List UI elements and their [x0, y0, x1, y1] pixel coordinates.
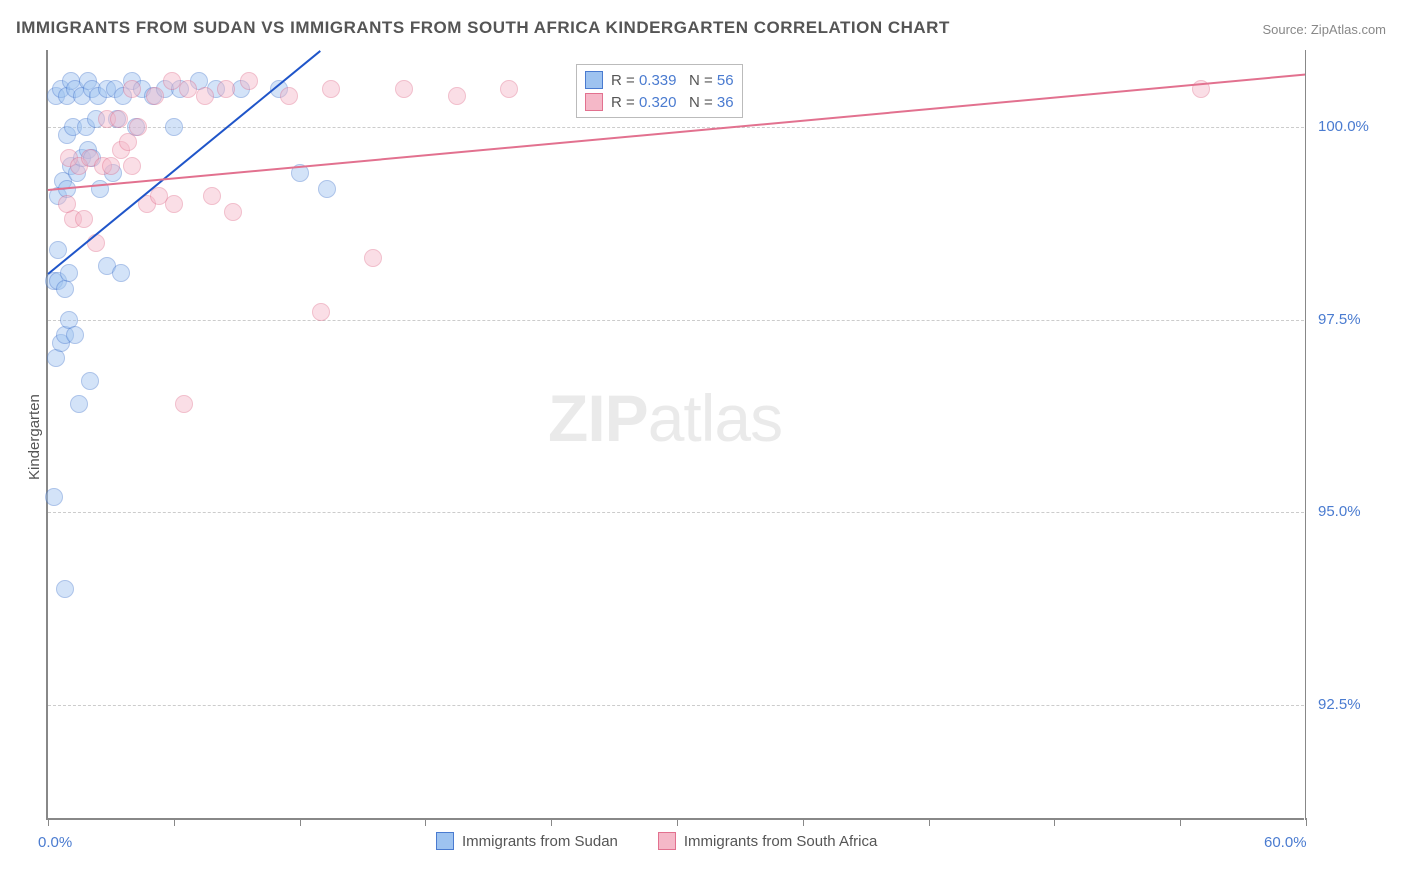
data-point — [70, 395, 88, 413]
data-point — [165, 195, 183, 213]
legend-item: Immigrants from South Africa — [658, 832, 877, 850]
x-tick — [48, 818, 49, 826]
data-point — [146, 87, 164, 105]
legend-item: Immigrants from Sudan — [436, 832, 618, 850]
y-tick-label: 100.0% — [1318, 118, 1369, 135]
data-point — [66, 326, 84, 344]
x-tick — [1054, 818, 1055, 826]
data-point — [448, 87, 466, 105]
data-point — [364, 249, 382, 267]
chart-title: IMMIGRANTS FROM SUDAN VS IMMIGRANTS FROM… — [16, 18, 950, 38]
data-point — [87, 234, 105, 252]
data-point — [110, 110, 128, 128]
x-tick — [174, 818, 175, 826]
x-tick — [1306, 818, 1307, 826]
x-tick-label: 0.0% — [38, 834, 72, 851]
data-point — [280, 87, 298, 105]
data-point — [196, 87, 214, 105]
legend-label: Immigrants from Sudan — [462, 833, 618, 850]
data-point — [47, 349, 65, 367]
x-tick — [300, 818, 301, 826]
data-point — [123, 157, 141, 175]
legend-swatch — [585, 71, 603, 89]
legend-stat: R = 0.339 N = 56 — [611, 72, 734, 89]
data-point — [112, 264, 130, 282]
gridline — [48, 512, 1304, 513]
data-point — [224, 203, 242, 221]
data-point — [179, 80, 197, 98]
y-tick-label: 92.5% — [1318, 696, 1361, 713]
data-point — [123, 80, 141, 98]
data-point — [163, 72, 181, 90]
x-tick — [425, 818, 426, 826]
data-point — [217, 80, 235, 98]
data-point — [203, 187, 221, 205]
data-point — [175, 395, 193, 413]
legend-swatch — [436, 832, 454, 850]
data-point — [129, 118, 147, 136]
data-point — [58, 195, 76, 213]
legend-swatch — [585, 93, 603, 111]
data-point — [81, 372, 99, 390]
gridline — [48, 127, 1304, 128]
data-point — [91, 180, 109, 198]
x-tick — [1180, 818, 1181, 826]
watermark-light: atlas — [648, 381, 782, 455]
data-point — [75, 210, 93, 228]
y-axis-title: Kindergarten — [26, 394, 43, 480]
data-point — [102, 157, 120, 175]
source-label: Source: ZipAtlas.com — [1262, 22, 1386, 37]
data-point — [500, 80, 518, 98]
data-point — [318, 180, 336, 198]
data-point — [240, 72, 258, 90]
data-point — [395, 80, 413, 98]
y-tick-label: 95.0% — [1318, 503, 1361, 520]
legend-bottom: Immigrants from Sudan Immigrants from Sou… — [436, 832, 877, 850]
watermark: ZIPatlas — [548, 380, 782, 456]
legend-correlation: R = 0.339 N = 56 R = 0.320 N = 36 — [576, 64, 743, 118]
x-tick — [803, 818, 804, 826]
data-point — [60, 264, 78, 282]
x-tick-label: 60.0% — [1264, 834, 1307, 851]
data-point — [56, 280, 74, 298]
watermark-bold: ZIP — [548, 381, 648, 455]
data-point — [322, 80, 340, 98]
gridline — [48, 320, 1304, 321]
data-point — [119, 133, 137, 151]
plot-area: ZIPatlas R = 0.339 N = 56 R = 0.320 N = 3… — [46, 50, 1304, 820]
x-tick — [677, 818, 678, 826]
data-point — [312, 303, 330, 321]
gridline — [48, 705, 1304, 706]
legend-stat: R = 0.320 N = 36 — [611, 94, 734, 111]
legend-row: R = 0.339 N = 56 — [585, 69, 734, 91]
data-point — [56, 580, 74, 598]
x-tick — [551, 818, 552, 826]
data-point — [45, 488, 63, 506]
data-point — [49, 241, 67, 259]
data-point — [165, 118, 183, 136]
right-axis-line — [1305, 50, 1306, 820]
legend-label: Immigrants from South Africa — [684, 833, 877, 850]
legend-swatch — [658, 832, 676, 850]
legend-row: R = 0.320 N = 36 — [585, 91, 734, 113]
y-tick-label: 97.5% — [1318, 311, 1361, 328]
x-tick — [929, 818, 930, 826]
